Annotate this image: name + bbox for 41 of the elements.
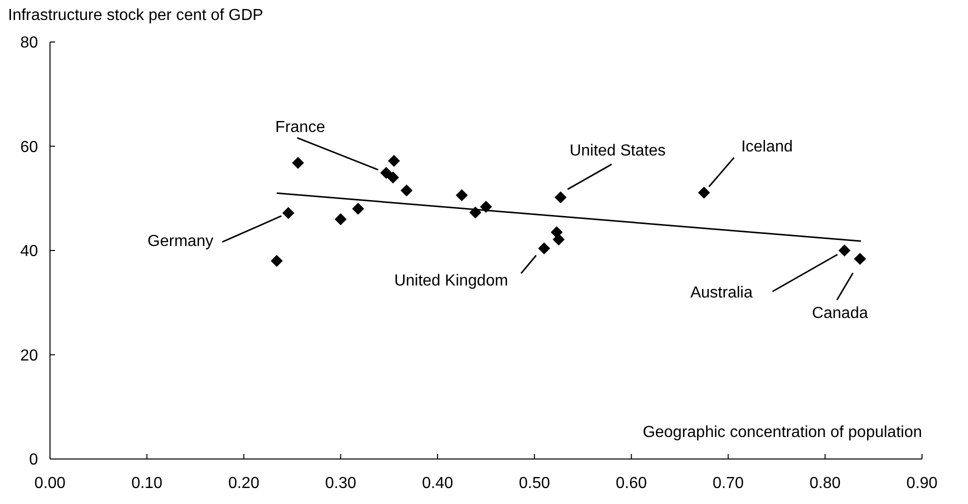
x-tick-label: 0.40 — [422, 475, 454, 492]
annotation: Australia — [690, 284, 753, 302]
y-axis-title: Infrastructure stock per cent of GDP — [8, 7, 264, 24]
point — [552, 234, 565, 246]
point — [554, 191, 567, 204]
x-tick-label: 0.90 — [906, 475, 938, 492]
y-tick-label: 40 — [20, 243, 38, 260]
x-tick-label: 0.70 — [712, 475, 744, 492]
annotation: France — [275, 118, 326, 136]
y-tick-label: 80 — [20, 34, 38, 52]
annotation: United States — [570, 142, 666, 160]
annotation: Iceland — [741, 138, 793, 156]
point — [480, 200, 492, 213]
y-tick-label: 0 — [29, 452, 38, 469]
point — [334, 213, 347, 226]
x-axis-title: Geographic concentration of population — [642, 424, 922, 441]
point — [538, 242, 550, 254]
point — [400, 184, 413, 197]
annotation: Germany — [148, 232, 214, 250]
x-tick-label: 0.50 — [518, 475, 550, 492]
point — [270, 254, 283, 267]
x-tick-label: 0.80 — [810, 475, 841, 492]
x-tick-label: 0.20 — [228, 475, 260, 492]
x-tick-label: 0.30 — [325, 475, 356, 492]
point — [352, 202, 364, 215]
point — [854, 252, 866, 265]
point — [698, 186, 710, 199]
annotation: Canada — [812, 304, 868, 322]
point — [386, 172, 399, 184]
y-tick-label: 20 — [20, 347, 38, 364]
annotation: United Kingdom — [394, 272, 508, 290]
point — [838, 244, 850, 256]
x-tick-label: 0.10 — [131, 475, 163, 492]
point — [388, 154, 400, 167]
point — [456, 189, 468, 202]
point — [282, 206, 294, 219]
point — [292, 156, 304, 169]
point — [380, 166, 392, 179]
x-tick-label: 0.00 — [34, 475, 66, 492]
y-tick-label: 60 — [20, 138, 38, 156]
x-tick-label: 0.60 — [616, 475, 648, 492]
